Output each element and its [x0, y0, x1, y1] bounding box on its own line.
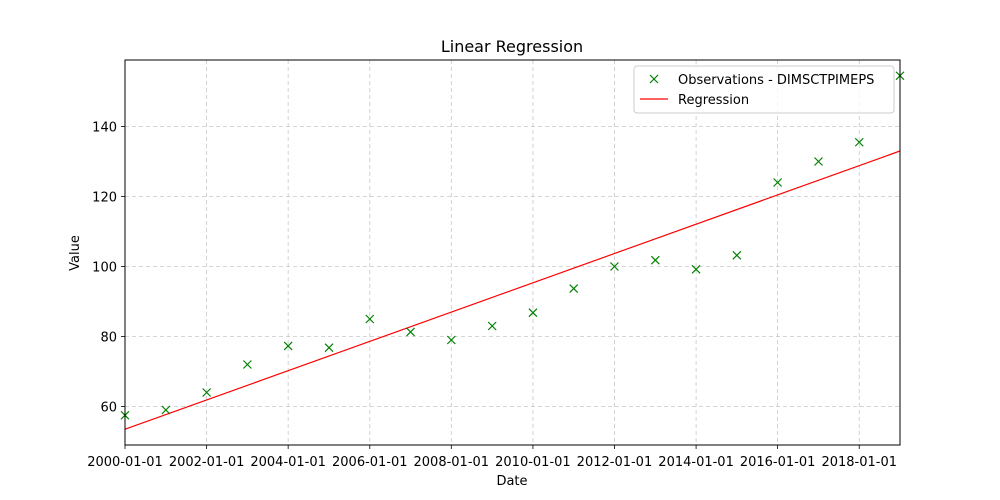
observation-point [650, 255, 660, 265]
observation-point [610, 262, 619, 271]
legend-box [633, 65, 895, 114]
observation-point [365, 314, 375, 324]
observation-point-stroke [732, 250, 742, 260]
observation-point [732, 250, 742, 260]
x-tick-label: 2006-01-01 [332, 455, 408, 470]
chart-title: Linear Regression [441, 37, 583, 56]
observation-point [161, 405, 171, 415]
observation-point-stroke [406, 327, 415, 337]
plot-frame [124, 59, 901, 446]
observation-point [446, 335, 456, 345]
regression-layer [125, 150, 900, 430]
observation-point-stroke [569, 284, 579, 293]
x-tick-label: 2002-01-01 [169, 455, 245, 470]
legend-marker-stroke [649, 74, 659, 84]
observation-point-stroke [365, 314, 375, 324]
x-tick-label: 2008-01-01 [414, 455, 490, 470]
x-tick-label: 2010-01-01 [495, 455, 571, 470]
observation-point-stroke [854, 137, 864, 147]
grid [124, 60, 900, 445]
legend-label-observations: Observations - DIMSCTPIMEPS [678, 73, 874, 88]
observation-point-stroke [242, 360, 252, 369]
observation-point [202, 388, 212, 397]
observation-point-stroke [446, 335, 456, 345]
x-tick-label: 2000-01-01 [87, 455, 163, 470]
observation-point-stroke [528, 308, 538, 318]
observation-point-stroke [610, 262, 619, 271]
observation-point-stroke [814, 157, 823, 166]
y-tick-label: 120 [92, 191, 117, 206]
x-tick-label: 2012-01-01 [577, 455, 653, 470]
x-tick-label: 2016-01-01 [740, 455, 816, 470]
observation-point [773, 178, 783, 187]
observation-point-stroke [202, 388, 212, 397]
observation-point [691, 264, 701, 274]
x-axis-label: Date [496, 474, 527, 489]
y-tick-label: 60 [100, 401, 117, 416]
observation-point-stroke [161, 405, 171, 415]
points-layer [120, 71, 905, 420]
observation-point-stroke [324, 343, 334, 353]
observation-point-stroke [773, 178, 783, 187]
x-axis: 2000-01-01 2002-01-01 2004-01-01 2006-01-01… [87, 445, 897, 470]
legend: Observations - DIMSCTPIMEPS Regression [633, 65, 895, 114]
x-tick-label: 2014-01-01 [658, 455, 734, 470]
observation-point-stroke [283, 341, 293, 351]
observation-point-stroke [691, 264, 701, 274]
x-tick-label: 2004-01-01 [250, 455, 326, 470]
regression-line [125, 150, 900, 430]
y-axis: 60 80 100 120 140 [92, 121, 125, 416]
legend-label-regression: Regression [678, 93, 749, 108]
observation-point [487, 321, 497, 331]
x-tick-label: 2018-01-01 [821, 455, 897, 470]
observation-point-stroke [487, 321, 497, 331]
y-tick-label: 80 [100, 331, 117, 346]
observation-point [854, 137, 864, 147]
observation-point [406, 327, 415, 337]
y-tick-label: 140 [92, 121, 117, 136]
observation-point [283, 341, 293, 351]
observation-point [814, 157, 823, 166]
observation-point [528, 308, 538, 318]
observation-point [242, 360, 252, 369]
y-axis-label: Value [68, 235, 83, 271]
observation-point [569, 284, 579, 293]
observation-point [324, 343, 334, 353]
legend-marker-observations [649, 74, 659, 84]
observation-point-stroke [650, 255, 660, 265]
y-tick-label: 100 [92, 261, 117, 276]
